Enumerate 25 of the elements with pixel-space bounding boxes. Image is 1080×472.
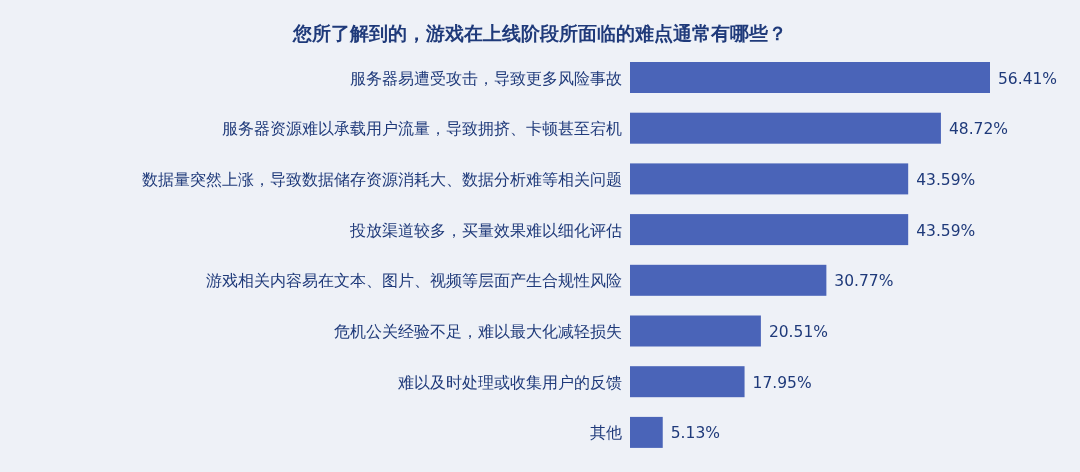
data-label: 5.13%: [670, 424, 720, 443]
bar: [630, 214, 909, 246]
data-label: 43.59%: [916, 170, 976, 189]
data-label: 56.41%: [998, 69, 1058, 88]
bar: [630, 62, 990, 93]
bar: [630, 264, 827, 296]
y-tick-label: 数据量突然上涨，导致数据储存资源消耗大、数据分析难等相关问题: [142, 170, 622, 189]
y-tick-label: 投放渠道较多，买量效果难以细化评估: [349, 221, 622, 240]
bar: [630, 366, 745, 398]
bar: [630, 112, 941, 144]
bar: [630, 416, 663, 448]
y-tick-label: 危机公关经验不足，难以最大化减轻损失: [334, 323, 622, 341]
y-tick-label: 游戏相关内容易在文本、图片、视频等层面产生合规性风险: [206, 272, 622, 291]
y-tick-label: 其他: [590, 424, 622, 443]
bar: [630, 315, 761, 347]
data-label: 48.72%: [948, 120, 1009, 139]
chart-title: 您所了解到的，游戏在上线阶段所面临的难点通常有哪些？: [292, 22, 787, 44]
data-label: 17.95%: [752, 373, 812, 392]
y-tick-label: 服务器易遭受攻击，导致更多风险事故: [350, 69, 622, 88]
y-tick-label: 服务器资源难以承载用户流量，导致拥挤、卡顿甚至宕机: [222, 120, 622, 139]
y-tick-label: 难以及时处理或收集用户的反馈: [397, 373, 622, 392]
bar: [630, 163, 909, 195]
data-label: 43.59%: [916, 221, 976, 240]
data-label: 20.51%: [768, 323, 828, 341]
data-label: 30.77%: [834, 272, 894, 291]
